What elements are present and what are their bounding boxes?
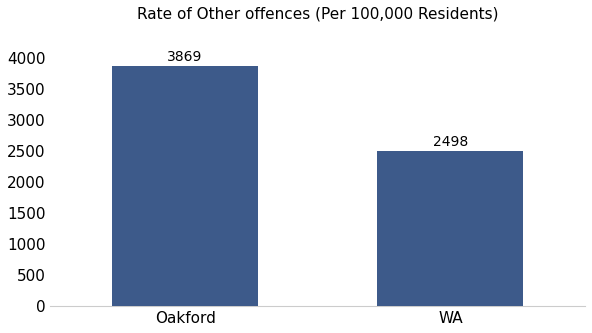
Title: Rate of Other offences (Per 100,000 Residents): Rate of Other offences (Per 100,000 Resi… bbox=[137, 7, 498, 22]
Bar bbox=[112, 66, 258, 306]
Text: 3869: 3869 bbox=[168, 50, 203, 64]
Text: 2498: 2498 bbox=[433, 135, 468, 149]
Bar bbox=[378, 151, 523, 306]
